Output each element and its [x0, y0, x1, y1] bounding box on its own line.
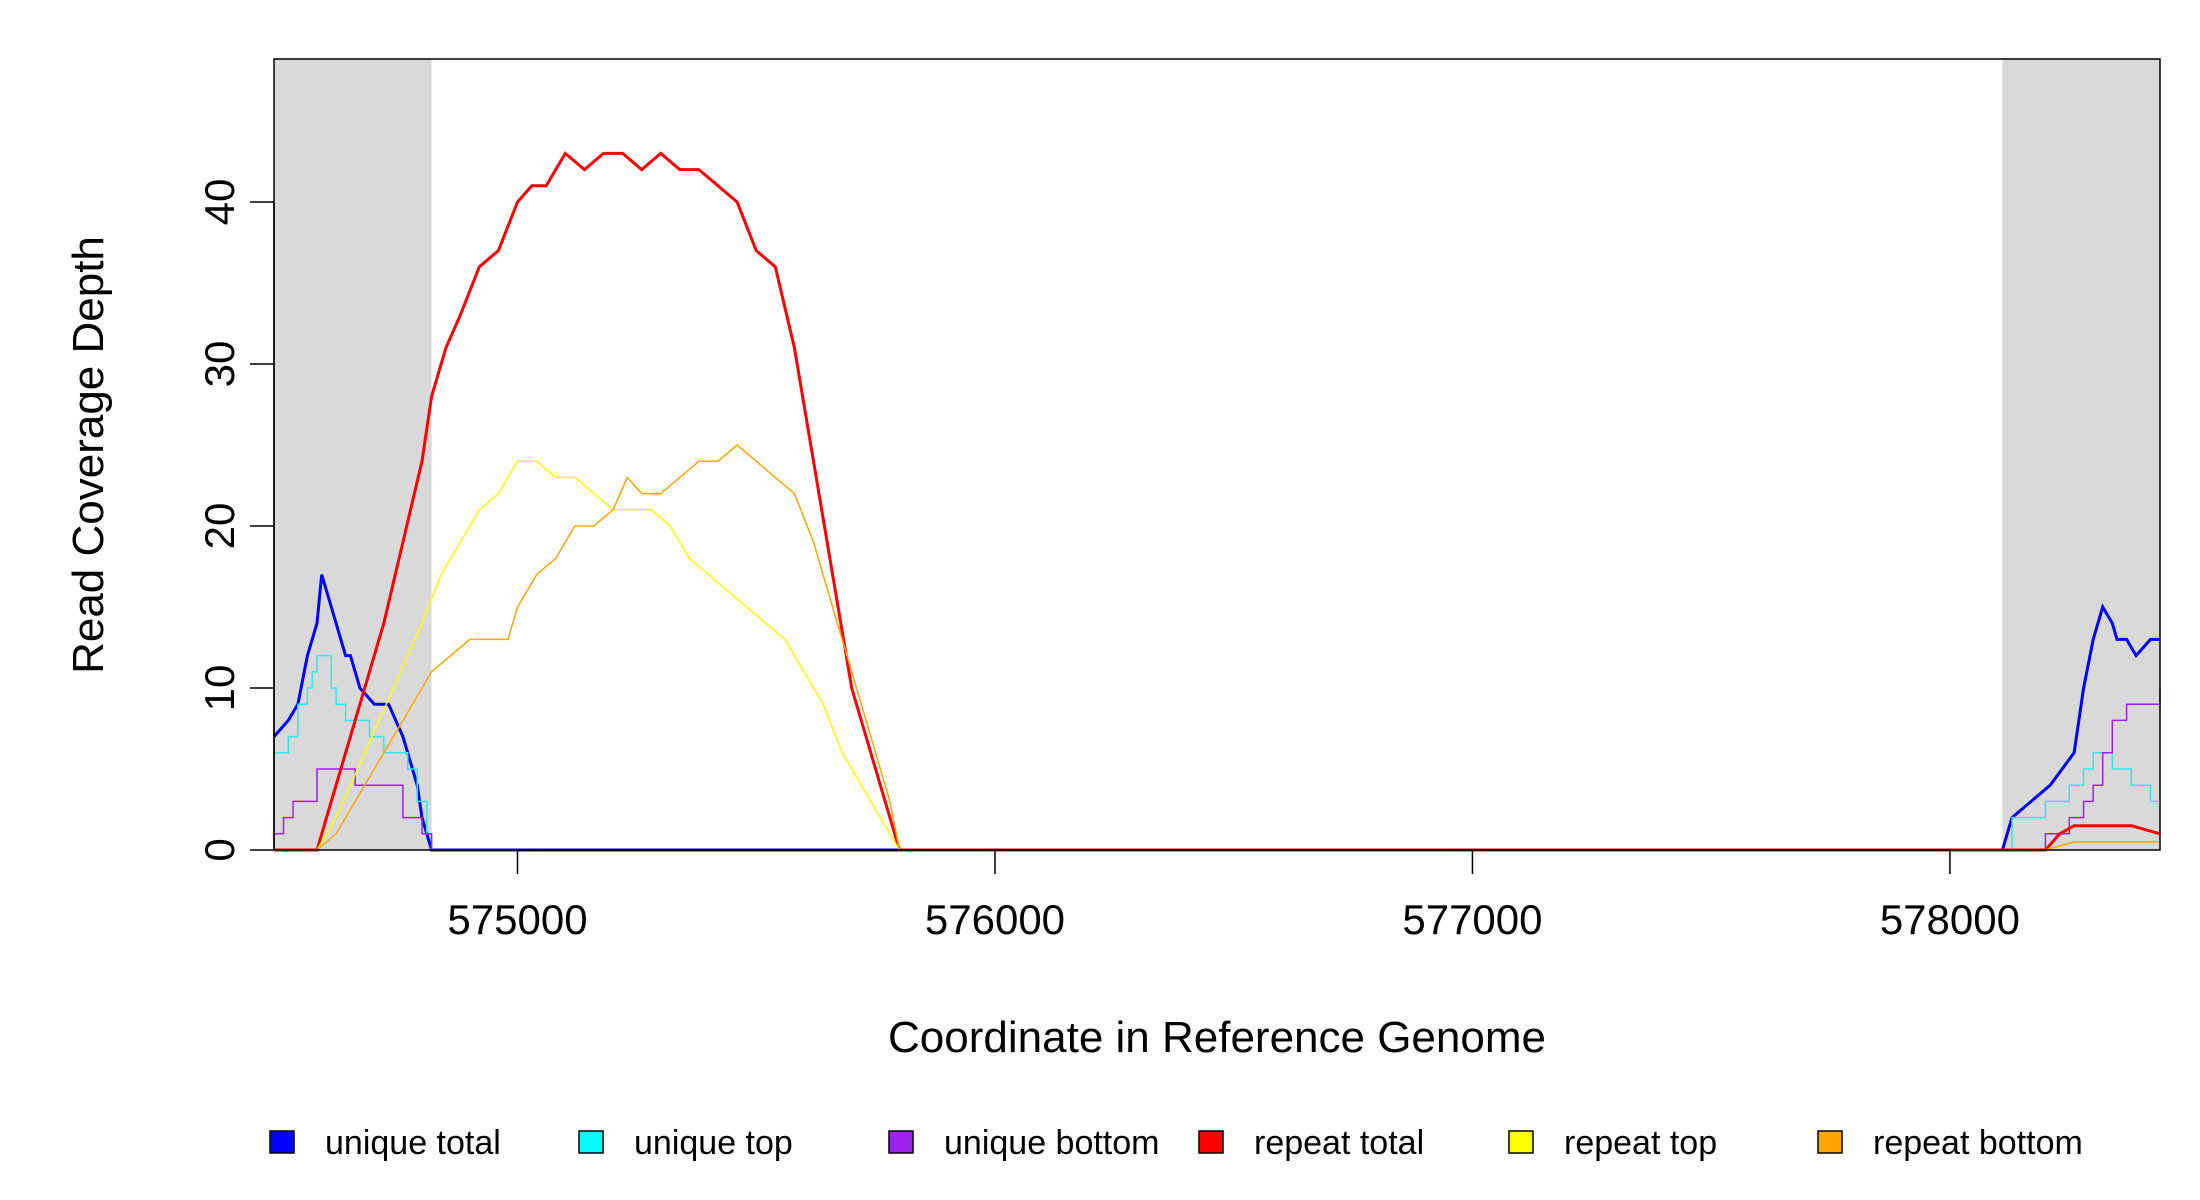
y-tick-label: 0 [196, 838, 243, 861]
series-line-repeat-top [274, 460, 2160, 851]
legend: unique total unique top unique bottom repea… [269, 1124, 2083, 1162]
shaded-region-2 [2002, 59, 2160, 850]
x-tick-label: 577000 [1402, 896, 1542, 943]
x-tick-label: 575000 [447, 896, 587, 943]
series-line-unique-bottom [274, 688, 2161, 851]
plot-frame [273, 58, 2161, 851]
y-tick-label: 10 [196, 665, 243, 712]
legend-item-repeat-top: repeat top [1508, 1124, 1717, 1162]
x-axis: 575000 576000 577000 578000 [447, 849, 2020, 943]
series-line-repeat-bottom [274, 444, 2160, 851]
legend-item-unique-bottom: unique bottom [888, 1124, 1160, 1162]
legend-label: unique total [325, 1124, 501, 1162]
legend-swatch [578, 1130, 604, 1154]
legend-swatch [1198, 1130, 1224, 1154]
y-tick-label: 30 [196, 341, 243, 388]
shaded-regions [274, 59, 2160, 850]
legend-item-repeat-bottom: repeat bottom [1817, 1124, 2083, 1162]
legend-label: repeat total [1254, 1124, 1424, 1162]
series-line-repeat-total [274, 151, 2161, 852]
legend-swatch [1817, 1130, 1843, 1154]
y-tick-label: 20 [196, 503, 243, 550]
legend-label: repeat top [1564, 1124, 1717, 1162]
legend-swatch [269, 1130, 295, 1154]
legend-label: unique top [634, 1124, 793, 1162]
legend-item-unique-top: unique top [578, 1124, 793, 1162]
legend-label: unique bottom [944, 1124, 1160, 1162]
y-tick-label: 40 [196, 179, 243, 226]
shaded-region-1 [274, 59, 432, 850]
x-tick-label: 576000 [925, 896, 1065, 943]
x-axis-label: Coordinate in Reference Genome [888, 1013, 1546, 1062]
series-lines [272, 151, 2161, 852]
legend-swatch [1508, 1130, 1534, 1154]
legend-label: repeat bottom [1873, 1124, 2083, 1162]
legend-item-repeat-total: repeat total [1198, 1124, 1424, 1162]
y-axis-label: Read Coverage Depth [64, 236, 113, 674]
series-line-unique-top [274, 654, 2160, 851]
legend-item-unique-total: unique total [269, 1124, 501, 1162]
x-tick-label: 578000 [1880, 896, 2020, 943]
legend-swatch [888, 1130, 914, 1154]
series-line-unique-total [272, 574, 2160, 852]
y-axis: 0 10 20 30 40 [196, 179, 275, 862]
